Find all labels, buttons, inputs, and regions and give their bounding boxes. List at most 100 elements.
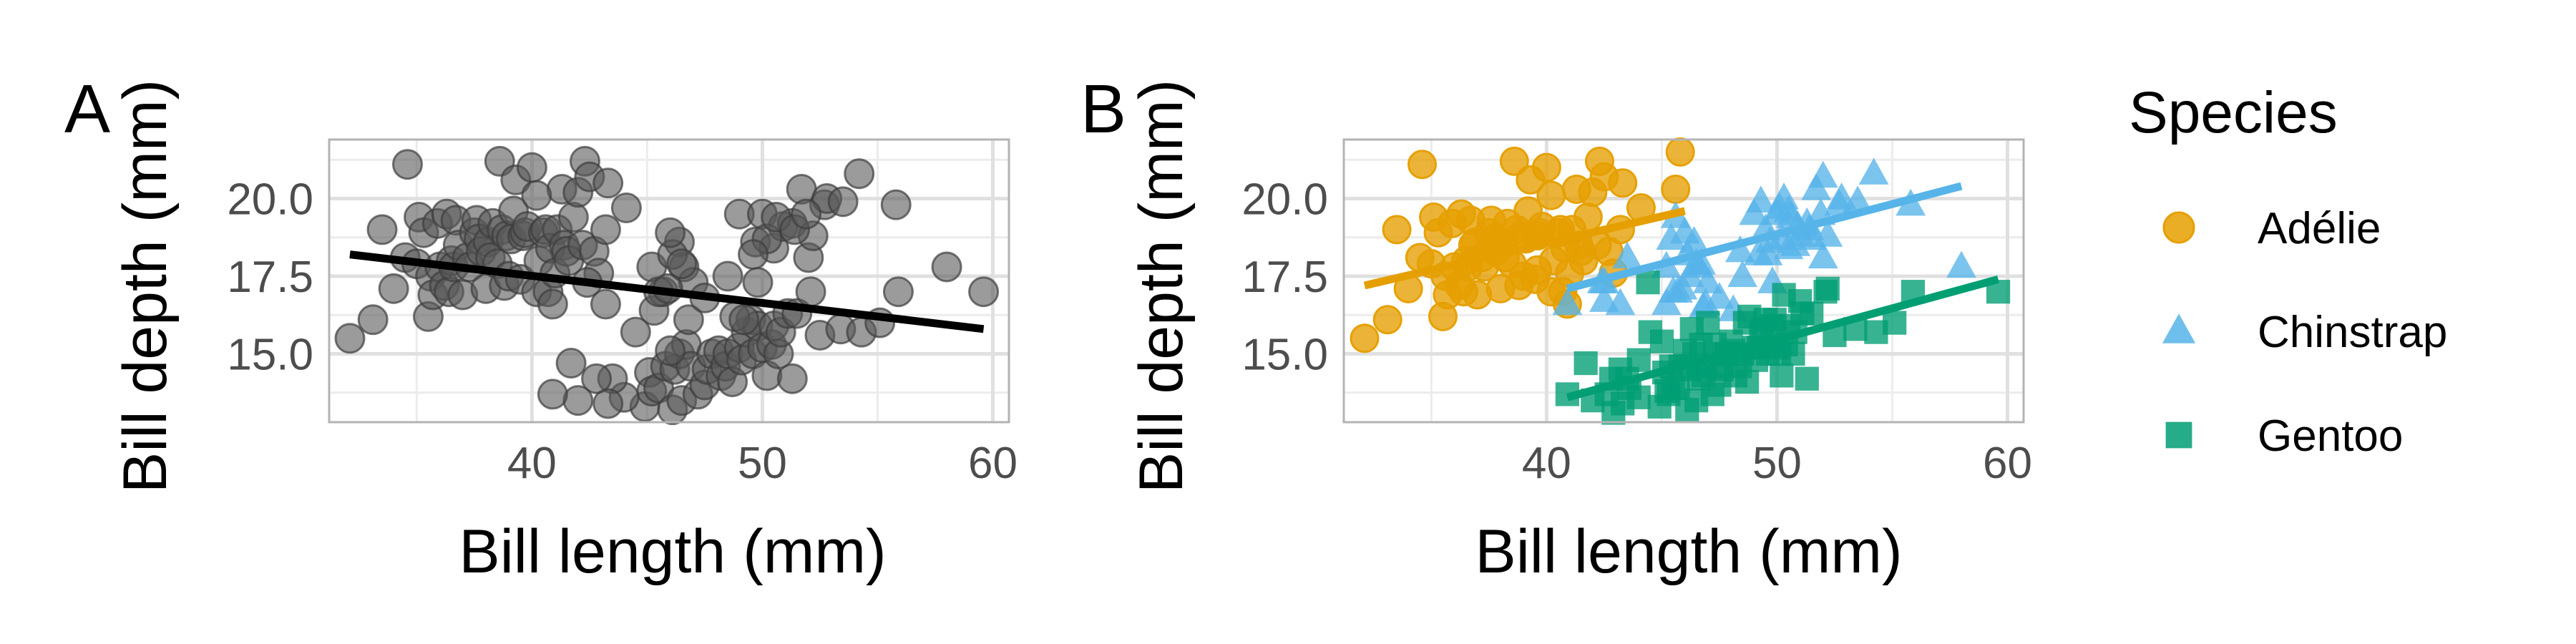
- data-point-triangle: [1612, 241, 1643, 269]
- y-tick-label: 20.0: [227, 175, 313, 224]
- data-point-circle: [1536, 180, 1566, 210]
- data-point-circle: [1608, 168, 1638, 198]
- data-point-circle: [1661, 174, 1691, 204]
- data-point: [776, 363, 808, 394]
- y-tick-label: 15.0: [227, 331, 313, 380]
- data-point-square: [1626, 385, 1651, 409]
- panel-a: A 40 50 60 15.0 17.5 20.0 Bill length (mm) Bi…: [64, 71, 1018, 586]
- data-point-triangle: [1745, 185, 1776, 213]
- data-point-triangle: [1727, 260, 1758, 288]
- data-point-square: [1574, 351, 1598, 376]
- fit-line-circle: [1363, 207, 1686, 290]
- data-point: [827, 186, 859, 218]
- data-point-square: [1795, 366, 1819, 391]
- legend-key-square: [2165, 421, 2192, 449]
- x-tick-label: 50: [738, 439, 787, 488]
- data-point-circle: [1665, 137, 1695, 167]
- data-point-circle: [1531, 152, 1561, 182]
- data-point-triangle: [1651, 288, 1682, 316]
- data-point-triangle: [1843, 185, 1873, 213]
- data-point-triangle: [1605, 288, 1636, 316]
- data-point: [655, 335, 686, 366]
- data-point: [555, 348, 587, 379]
- data-point-circle: [1372, 305, 1402, 335]
- y-tick-label: 15.0: [1241, 331, 1328, 380]
- y-tick-label: 17.5: [227, 253, 313, 302]
- data-point: [592, 167, 624, 199]
- legend-label-circle: Adélie: [2258, 204, 2381, 253]
- data-point-square: [1762, 308, 1787, 332]
- data-point: [844, 158, 875, 190]
- data-point-triangle: [1773, 195, 1804, 222]
- data-point: [728, 304, 760, 336]
- data-point: [521, 180, 552, 211]
- data-point-triangle: [1807, 160, 1838, 188]
- legend-label-triangle: Chinstrap: [2258, 308, 2447, 357]
- data-point: [882, 276, 914, 308]
- data-point-square: [1649, 329, 1674, 353]
- data-point: [590, 288, 621, 320]
- data-point-square: [1696, 311, 1720, 335]
- data-point: [655, 217, 686, 248]
- data-point-triangle: [1692, 266, 1723, 293]
- data-point-square: [1636, 270, 1660, 295]
- panel-a-ylabel: Bill depth (mm): [111, 79, 180, 493]
- data-point-triangle: [1807, 241, 1838, 269]
- data-point: [590, 214, 621, 245]
- data-point-circle: [1499, 146, 1529, 176]
- data-point: [620, 316, 651, 348]
- data-point-triangle: [1946, 250, 1976, 278]
- panel-b-fit: [1363, 182, 2000, 401]
- data-point-triangle: [1813, 220, 1843, 247]
- data-point: [537, 379, 568, 410]
- legend-items: Adélie Chinstrap Gentoo: [2162, 204, 2447, 461]
- fit-line-triangle: [1566, 182, 1963, 293]
- data-point-triangle: [1858, 157, 1889, 185]
- x-tick-label: 60: [1983, 439, 2032, 488]
- fit-line: [349, 250, 985, 333]
- data-point-circle: [1350, 323, 1380, 353]
- data-point-triangle: [1704, 281, 1735, 309]
- data-point: [738, 239, 769, 270]
- data-point: [391, 149, 423, 180]
- fit-line-square: [1566, 275, 2000, 401]
- x-tick-label: 50: [1752, 439, 1802, 488]
- data-point: [334, 323, 366, 354]
- data-point-circle: [1407, 150, 1437, 180]
- data-point: [791, 198, 822, 230]
- data-point-circle: [1523, 255, 1553, 285]
- legend-key-triangle: [2162, 313, 2196, 343]
- data-point-circle: [1573, 203, 1603, 233]
- panel-b-tag: B: [1080, 71, 1126, 147]
- data-point: [581, 363, 613, 394]
- data-point: [557, 202, 589, 233]
- legend-key-circle: [2162, 211, 2195, 244]
- data-point-square: [1815, 276, 1840, 301]
- data-point-triangle: [1552, 288, 1583, 316]
- y-tick-label: 17.5: [1241, 253, 1328, 302]
- data-point-square: [1626, 348, 1651, 372]
- panel-a-ticks: 40 50 60 15.0 17.5 20.0: [227, 175, 1018, 488]
- panel-a-frame: [328, 138, 1010, 424]
- y-tick-label: 20.0: [1241, 175, 1328, 224]
- panel-b-xlabel: Bill length (mm): [1475, 517, 1902, 586]
- x-tick-label: 40: [507, 439, 557, 488]
- data-point: [931, 251, 962, 283]
- data-point: [742, 267, 774, 298]
- x-tick-label: 40: [1522, 439, 1571, 488]
- panel-b-frame: [1342, 138, 2025, 424]
- panel-b-points: [1350, 137, 2011, 425]
- legend-label-square: Gentoo: [2258, 411, 2403, 461]
- data-point-square: [1772, 283, 1796, 307]
- legend: Species Adélie Chinstrap Gentoo: [2129, 80, 2447, 461]
- data-point-triangle: [1679, 225, 1709, 253]
- data-point: [562, 385, 594, 416]
- data-point: [666, 248, 698, 280]
- data-point-square: [1672, 338, 1697, 363]
- data-point: [673, 304, 704, 336]
- data-point: [880, 189, 912, 220]
- data-point: [592, 388, 624, 419]
- data-point: [357, 304, 389, 336]
- data-point: [366, 214, 398, 245]
